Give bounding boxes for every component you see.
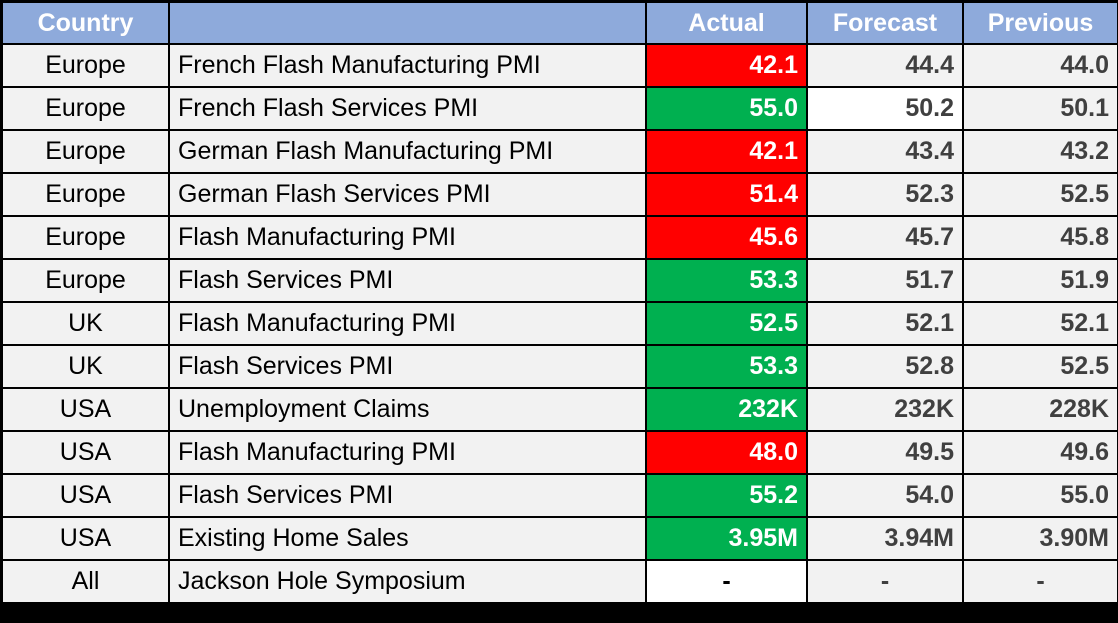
event-cell: Flash Services PMI	[168, 473, 647, 518]
event-cell: German Flash Manufacturing PMI	[168, 129, 647, 174]
event-cell: French Flash Services PMI	[168, 86, 647, 131]
country-cell: USA	[1, 430, 170, 475]
table-row: USA Unemployment Claims 232K 232K 228K	[1, 387, 1118, 432]
country-cell: USA	[1, 516, 170, 561]
forecast-cell: 52.8	[806, 344, 964, 389]
forecast-cell: 49.5	[806, 430, 964, 475]
table-row: UK Flash Manufacturing PMI 52.5 52.1 52.…	[1, 301, 1118, 346]
actual-cell: 42.1	[645, 43, 808, 88]
event-cell: Unemployment Claims	[168, 387, 647, 432]
table-body: Europe French Flash Manufacturing PMI 42…	[1, 43, 1118, 604]
country-cell: UK	[1, 344, 170, 389]
country-cell: Europe	[1, 172, 170, 217]
forecast-cell: 232K	[806, 387, 964, 432]
previous-cell: 52.1	[962, 301, 1118, 346]
table-row: Europe French Flash Manufacturing PMI 42…	[1, 43, 1118, 88]
actual-cell: 53.3	[645, 344, 808, 389]
previous-cell: 44.0	[962, 43, 1118, 88]
country-cell: Europe	[1, 258, 170, 303]
country-cell: USA	[1, 473, 170, 518]
country-cell: Europe	[1, 215, 170, 260]
country-cell: Europe	[1, 43, 170, 88]
actual-cell: 48.0	[645, 430, 808, 475]
previous-cell: 51.9	[962, 258, 1118, 303]
header-row: Country Actual Forecast Previous	[1, 1, 1118, 45]
forecast-cell: 44.4	[806, 43, 964, 88]
forecast-cell: 54.0	[806, 473, 964, 518]
country-cell: UK	[1, 301, 170, 346]
country-cell: USA	[1, 387, 170, 432]
table-row: USA Existing Home Sales 3.95M 3.94M 3.90…	[1, 516, 1118, 561]
table-row: Europe Flash Manufacturing PMI 45.6 45.7…	[1, 215, 1118, 260]
previous-cell: 52.5	[962, 172, 1118, 217]
event-cell: Flash Manufacturing PMI	[168, 215, 647, 260]
actual-cell: 51.4	[645, 172, 808, 217]
table-row: Europe French Flash Services PMI 55.0 50…	[1, 86, 1118, 131]
event-cell: Flash Services PMI	[168, 258, 647, 303]
forecast-cell: 3.94M	[806, 516, 964, 561]
actual-cell: 3.95M	[645, 516, 808, 561]
header-actual: Actual	[645, 1, 808, 45]
forecast-cell: 52.3	[806, 172, 964, 217]
previous-cell: 50.1	[962, 86, 1118, 131]
header-previous: Previous	[962, 1, 1118, 45]
table-row: Europe German Flash Services PMI 51.4 52…	[1, 172, 1118, 217]
previous-cell: 43.2	[962, 129, 1118, 174]
table-row: UK Flash Services PMI 53.3 52.8 52.5	[1, 344, 1118, 389]
actual-cell: 52.5	[645, 301, 808, 346]
forecast-cell: -	[806, 559, 964, 604]
event-cell: Flash Manufacturing PMI	[168, 301, 647, 346]
forecast-cell: 50.2	[806, 86, 964, 131]
country-cell: Europe	[1, 86, 170, 131]
event-cell: German Flash Services PMI	[168, 172, 647, 217]
actual-cell: -	[645, 559, 808, 604]
forecast-cell: 43.4	[806, 129, 964, 174]
table-row: Europe Flash Services PMI 53.3 51.7 51.9	[1, 258, 1118, 303]
actual-cell: 42.1	[645, 129, 808, 174]
previous-cell: 3.90M	[962, 516, 1118, 561]
event-cell: French Flash Manufacturing PMI	[168, 43, 647, 88]
previous-cell: 49.6	[962, 430, 1118, 475]
previous-cell: 45.8	[962, 215, 1118, 260]
economic-calendar-table: Country Actual Forecast Previous Europe …	[1, 1, 1118, 604]
previous-cell: -	[962, 559, 1118, 604]
previous-cell: 55.0	[962, 473, 1118, 518]
country-cell: Europe	[1, 129, 170, 174]
header-forecast: Forecast	[806, 1, 964, 45]
actual-cell: 45.6	[645, 215, 808, 260]
actual-cell: 232K	[645, 387, 808, 432]
actual-cell: 55.0	[645, 86, 808, 131]
table-row: USA Flash Manufacturing PMI 48.0 49.5 49…	[1, 430, 1118, 475]
previous-cell: 228K	[962, 387, 1118, 432]
event-cell: Flash Manufacturing PMI	[168, 430, 647, 475]
actual-cell: 53.3	[645, 258, 808, 303]
table-row: Europe German Flash Manufacturing PMI 42…	[1, 129, 1118, 174]
actual-cell: 55.2	[645, 473, 808, 518]
forecast-cell: 45.7	[806, 215, 964, 260]
table-row: USA Flash Services PMI 55.2 54.0 55.0	[1, 473, 1118, 518]
previous-cell: 52.5	[962, 344, 1118, 389]
country-cell: All	[1, 559, 170, 604]
event-cell: Flash Services PMI	[168, 344, 647, 389]
forecast-cell: 52.1	[806, 301, 964, 346]
forecast-cell: 51.7	[806, 258, 964, 303]
header-event	[168, 1, 647, 45]
table-row: All Jackson Hole Symposium - - -	[1, 559, 1118, 604]
event-cell: Existing Home Sales	[168, 516, 647, 561]
header-country: Country	[1, 1, 170, 45]
event-cell: Jackson Hole Symposium	[168, 559, 647, 604]
